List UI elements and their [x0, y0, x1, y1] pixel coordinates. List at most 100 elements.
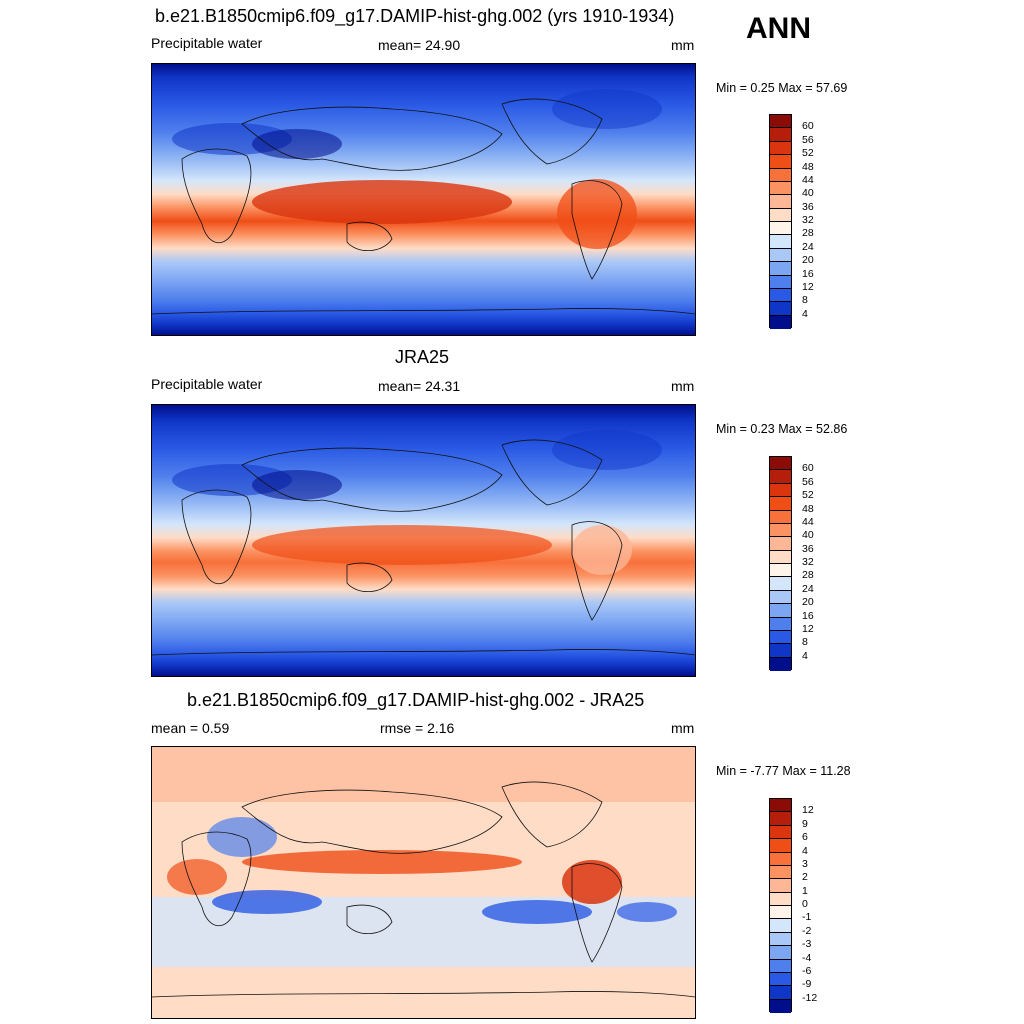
indian-ocean-negative-anomaly — [212, 890, 322, 914]
panel3-colorbar — [769, 798, 792, 1013]
warm-pool-band — [252, 180, 512, 224]
amazon-moist-region — [557, 179, 637, 249]
colorbar-box — [770, 168, 791, 182]
coastlines — [152, 98, 695, 315]
colorbar-box — [770, 537, 791, 551]
season-label: ANN — [746, 12, 811, 45]
colorbar-box — [770, 617, 791, 631]
colorbar-tick-label: 48 — [802, 160, 814, 173]
colorbar-tick-label: 2 — [802, 871, 808, 884]
colorbar-box — [770, 825, 791, 840]
colorbar-box — [770, 497, 791, 511]
colorbar-tick-label: 56 — [802, 475, 814, 488]
colorbar-tick-label: 24 — [802, 240, 814, 253]
colorbar-box — [770, 523, 791, 538]
colorbar-tick-label: 24 — [802, 582, 814, 595]
colorbar-tick-label: -4 — [802, 951, 812, 964]
panel2-minmax-label: Min = 0.23 Max = 52.86 — [716, 422, 848, 436]
panel1-minmax-label: Min = 0.25 Max = 57.69 — [716, 81, 848, 95]
colorbar-box — [770, 248, 791, 263]
panel2-colorbar — [769, 456, 792, 671]
colorbar-box — [770, 630, 791, 645]
colorbar-tick-label: -3 — [802, 938, 812, 951]
africa-positive-anomaly — [167, 859, 227, 895]
colorbar-tick-label: 28 — [802, 227, 814, 240]
colorbar-tick-label: 4 — [802, 307, 808, 320]
panel3-contour-field — [152, 747, 695, 1018]
colorbar-box — [770, 115, 791, 129]
colorbar-tick-label: 28 — [802, 569, 814, 582]
atlantic-negative-anomaly — [617, 902, 677, 922]
panel1-mean-label: mean= 24.90 — [378, 37, 461, 53]
colorbar-tick-label: 4 — [802, 844, 808, 857]
colorbar-box — [770, 906, 791, 920]
colorbar-tick-label: -12 — [802, 991, 818, 1004]
panel2-variable-label: Precipitable water — [151, 376, 263, 392]
colorbar-tick-label: 52 — [802, 489, 814, 502]
tibet-dry-region — [252, 129, 342, 159]
colorbar-tick-label: 52 — [802, 147, 814, 160]
colorbar-tick-label: 4 — [802, 649, 808, 662]
colorbar-tick-label: 36 — [802, 542, 814, 555]
colorbar-tick-label: 40 — [802, 187, 814, 200]
colorbar-box — [770, 604, 791, 618]
colorbar-box — [770, 235, 791, 249]
arctic-dry-region — [552, 89, 662, 129]
colorbar-box — [770, 644, 791, 658]
arctic-dry-region — [552, 430, 662, 470]
panel1-units-label: mm — [671, 37, 695, 53]
colorbar-box — [770, 510, 791, 524]
colorbar-box — [770, 932, 791, 947]
panel1-contour-field — [152, 64, 695, 335]
colorbar-box — [770, 919, 791, 933]
colorbar-box — [770, 315, 791, 329]
panel3-rmse-label: rmse = 2.16 — [380, 720, 455, 736]
panel2-contour-field — [152, 405, 695, 676]
amazon-positive-anomaly — [562, 860, 622, 904]
colorbar-box — [770, 839, 791, 853]
colorbar-tick-label: 12 — [802, 280, 814, 293]
colorbar-tick-label: 40 — [802, 529, 814, 542]
coastlines — [152, 439, 695, 656]
colorbar-box — [770, 564, 791, 578]
panel2-map — [151, 404, 696, 677]
colorbar-tick-label: 32 — [802, 214, 814, 226]
colorbar-box — [770, 195, 791, 209]
colorbar-tick-label: 8 — [802, 294, 808, 307]
colorbar-box — [770, 986, 791, 1000]
colorbar-tick-label: 20 — [802, 254, 814, 267]
colorbar-box — [770, 799, 791, 813]
colorbar-box — [770, 275, 791, 289]
colorbar-box — [770, 657, 791, 671]
colorbar-box — [770, 483, 791, 498]
tibet-dry-region — [252, 470, 342, 500]
colorbar-tick-label: 20 — [802, 596, 814, 609]
amazon-moist-region — [572, 525, 632, 575]
colorbar-box — [770, 959, 791, 973]
colorbar-tick-label: -9 — [802, 978, 812, 991]
colorbar-tick-label: -2 — [802, 924, 812, 937]
colorbar-box — [770, 222, 791, 236]
pacific-negative-anomaly — [482, 900, 592, 924]
colorbar-tick-label: 44 — [802, 515, 814, 528]
panel1-map — [151, 63, 696, 336]
colorbar-box — [770, 208, 791, 222]
panel1-colorbar — [769, 114, 792, 329]
colorbar-box — [770, 288, 791, 303]
panel3-minmax-label: Min = -7.77 Max = 11.28 — [716, 764, 851, 778]
colorbar-tick-label: -1 — [802, 911, 812, 924]
colorbar-box — [770, 550, 791, 564]
colorbar-tick-label: 1 — [802, 884, 808, 897]
colorbar-box — [770, 946, 791, 960]
colorbar-box — [770, 141, 791, 156]
colorbar-tick-label: 3 — [802, 857, 808, 870]
colorbar-tick-label: 9 — [802, 817, 808, 830]
colorbar-tick-label: 32 — [802, 556, 814, 568]
colorbar-box — [770, 892, 791, 906]
coastlines — [152, 781, 695, 998]
colorbar-tick-label: 12 — [802, 622, 814, 635]
colorbar-tick-label: 48 — [802, 502, 814, 515]
colorbar-box — [770, 155, 791, 169]
colorbar-box — [770, 181, 791, 196]
colorbar-tick-label: 56 — [802, 133, 814, 146]
